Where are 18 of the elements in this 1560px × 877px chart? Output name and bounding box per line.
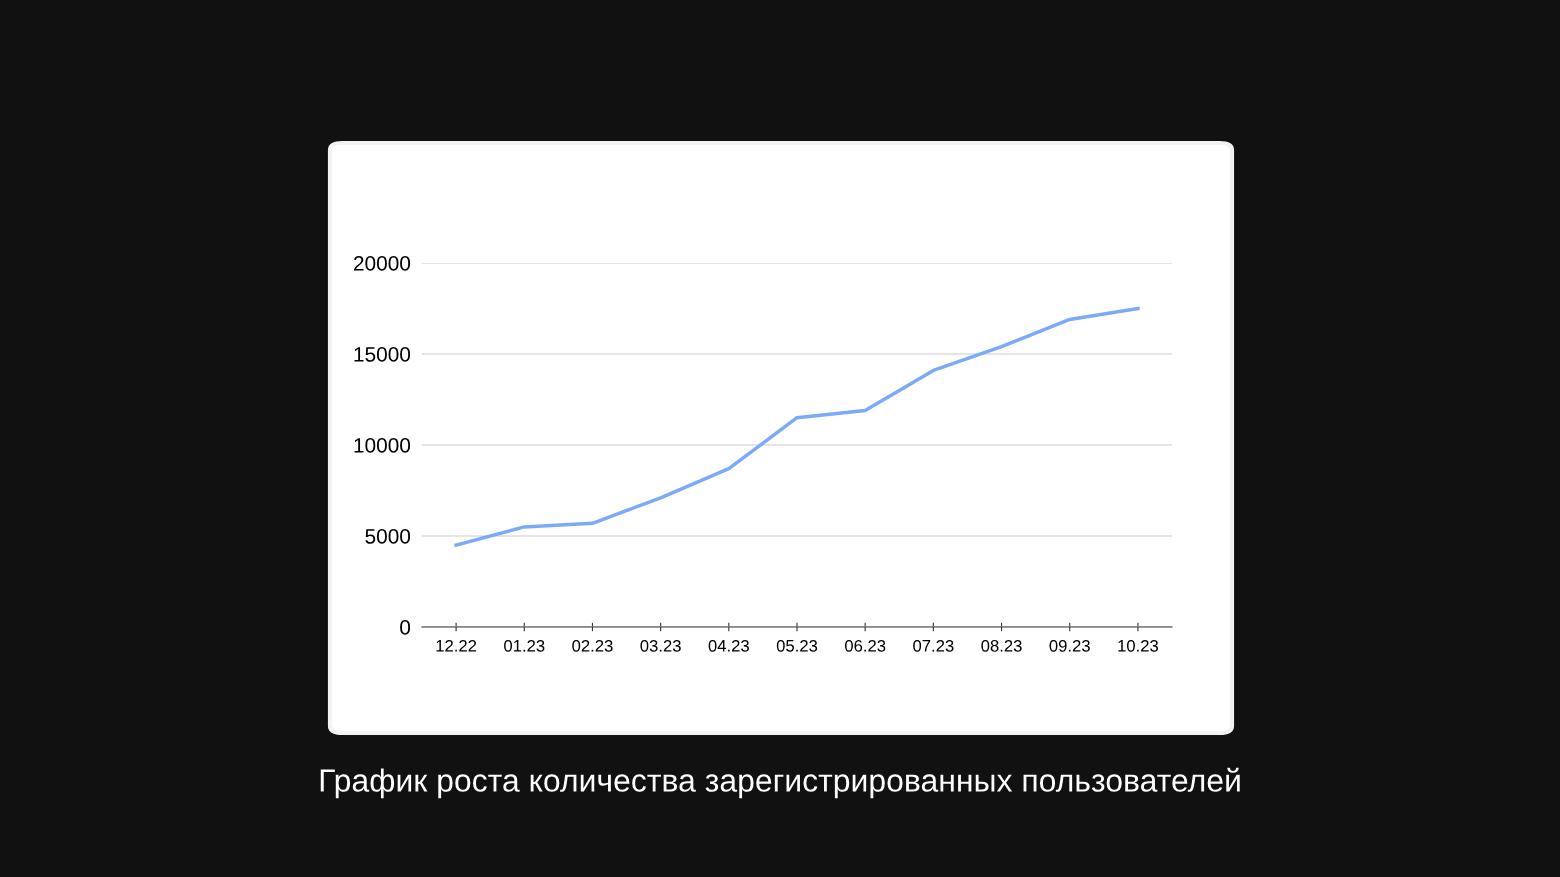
line-series: [454, 306, 1140, 547]
x-tick-label: 03.23: [640, 639, 681, 652]
x-tick-label: 09.23: [1049, 639, 1090, 652]
x-tick-label: 02.23: [572, 639, 613, 652]
x-tick-label: 05.23: [776, 639, 818, 652]
y-tick-label: 15000: [354, 347, 411, 362]
y-tick-label: 5000: [365, 529, 411, 544]
x-tick-label: 10.23: [1118, 639, 1159, 652]
y-tick-label: 0: [400, 620, 411, 635]
x-tick-label: 06.23: [844, 639, 886, 652]
y-tick-label: 20000: [354, 256, 411, 271]
text: График роста количества зарегистрированных пользователей: [320, 767, 1240, 799]
x-tick-label: 04.23: [708, 639, 749, 652]
x-tick-label: 07.23: [913, 639, 954, 652]
x-tick-label: 01.23: [504, 639, 545, 652]
x-tick-label: 08.23: [981, 639, 1022, 652]
y-tick-label: 10000: [354, 438, 411, 453]
x-tick-label: 12.22: [436, 639, 477, 652]
